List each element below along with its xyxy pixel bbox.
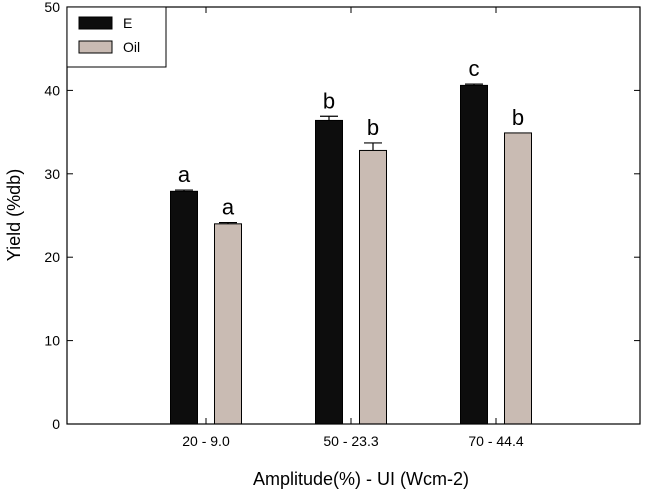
legend-label-oil: Oil: [123, 39, 140, 55]
plot-frame: [66, 6, 641, 425]
bar-e: [460, 84, 488, 425]
x-axis-title: Amplitude(%) - UI (Wcm-2): [253, 469, 469, 489]
x-tick-label: 70 - 44.4: [468, 433, 523, 449]
significance-label: b: [323, 88, 335, 113]
y-axis-title: Yield (%db): [4, 169, 24, 261]
x-tick-label: 50 - 23.3: [323, 433, 378, 449]
y-tick-label: 30: [44, 166, 60, 182]
bar-oil: [214, 223, 242, 425]
significance-label: a: [222, 195, 235, 220]
significance-label: b: [367, 115, 379, 140]
significance-label: a: [178, 162, 191, 187]
y-tick-label: 10: [44, 333, 60, 349]
y-axis-ticks: 0 10 20 30 40 50: [44, 0, 640, 432]
bar-e: [315, 119, 343, 425]
y-tick-label: 0: [52, 416, 60, 432]
y-tick-label: 50: [44, 0, 60, 15]
legend-label-E: E: [123, 15, 132, 31]
legend-swatch-E: [78, 16, 113, 30]
significance-label: b: [512, 105, 524, 130]
bars-layer: a a b b c b: [170, 56, 532, 425]
x-tick-label: 20 - 9.0: [182, 433, 230, 449]
legend-frame: [66, 6, 167, 68]
legend: E Oil: [66, 6, 167, 68]
bar-oil: [359, 149, 387, 425]
y-tick-label: 20: [44, 249, 60, 265]
y-tick-label: 40: [44, 82, 60, 98]
legend-swatch-oil: [78, 40, 113, 54]
x-axis-ticks: 20 - 9.0 50 - 23.3 70 - 44.4: [182, 7, 524, 449]
bar-e: [170, 190, 198, 425]
significance-label: c: [469, 56, 480, 81]
bar-oil: [504, 132, 532, 425]
